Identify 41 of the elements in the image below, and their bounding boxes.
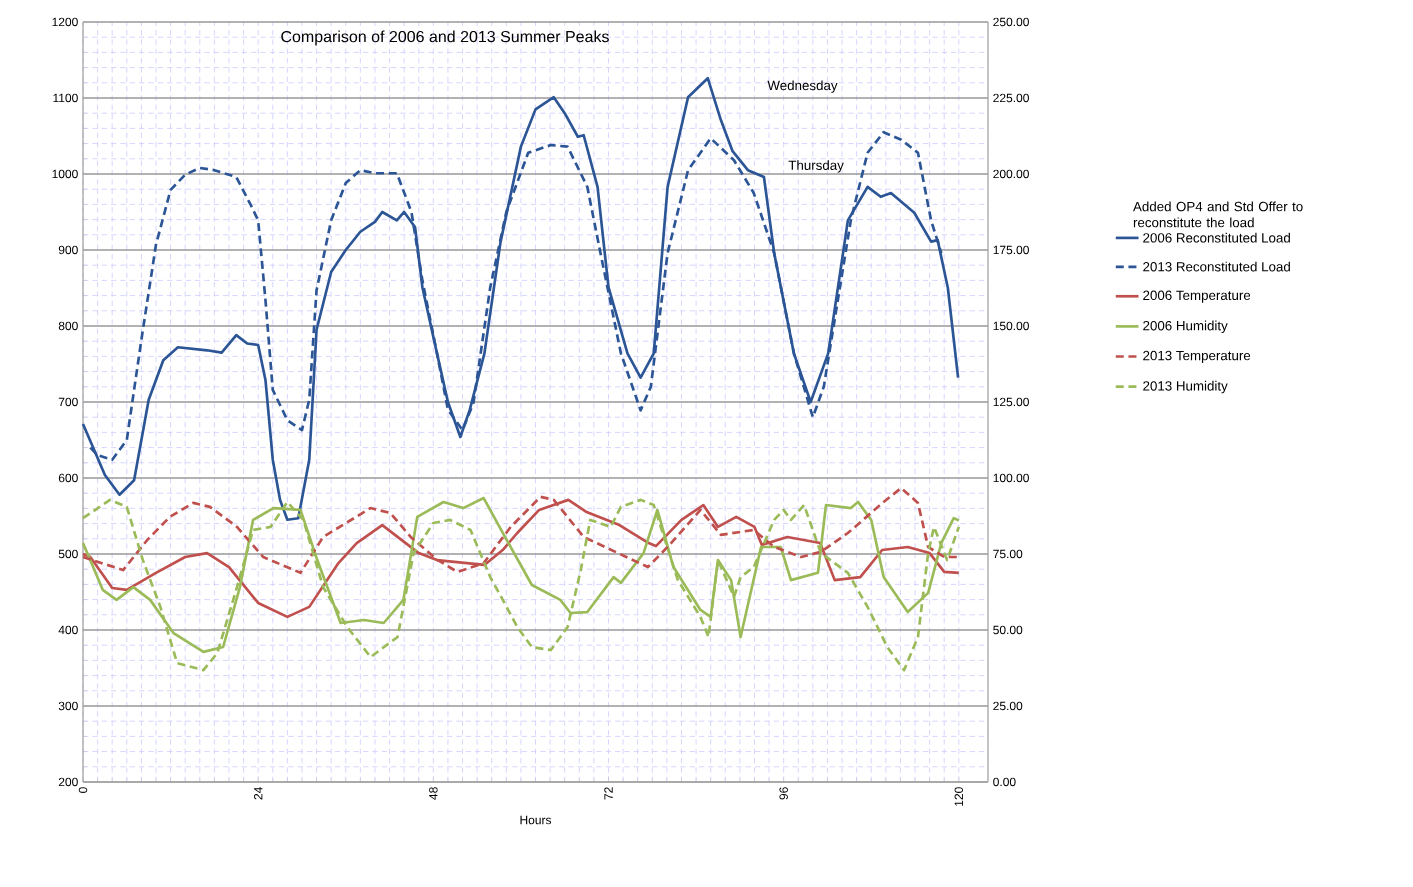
x-tick-label: 96 [779,787,788,800]
line-series [88,130,943,462]
legend-label: 2006 Reconstituted Load [1143,232,1290,243]
annotation: Thursday [788,160,844,173]
legend-label: 2013 Humidity [1143,380,1228,394]
y-tick-label: 500 [58,549,78,559]
y2-tick-label: 125.00 [993,397,1029,407]
x-tick-label: 24 [253,787,263,800]
line-series [81,76,960,522]
x-tick-label: 48 [429,787,438,800]
y-tick-label: 400 [58,625,78,635]
legend-label: 2006 Temperature [1143,290,1251,303]
legend-label: 2006 Humidity [1143,320,1228,334]
text: Added OP4 and Std Offer to reconstitute the load [1133,201,1303,228]
y2-tick-label: 150.00 [993,321,1029,331]
legend-label: 2013 Temperature [1143,350,1251,363]
y-tick-label: 300 [58,701,78,711]
y2-tick-label: 175.00 [993,245,1029,255]
y2-tick-label: 50.00 [993,625,1023,635]
y2-tick-label: 100.00 [993,473,1029,483]
y2-tick-label: 200.00 [993,169,1029,179]
y-tick-label: 1100 [53,93,78,103]
y-tick-label: 700 [58,397,78,407]
x-tick-label: 72 [604,787,613,800]
legend-label: 2013 Reconstituted Load [1143,261,1290,272]
y-tick-label: 200 [58,777,78,787]
y-tick-label: 1000 [52,169,78,179]
x-tick-label: 120 [954,787,964,806]
y-tick-label: 900 [58,245,78,255]
y2-tick-label: 225.00 [993,93,1029,103]
y2-tick-label: 0.00 [993,777,1016,787]
y-tick-label: 1200 [52,17,78,27]
chart-title: Comparison of 2006 and 2013 Summer Peaks [281,30,609,46]
y2-tick-label: 25.00 [993,701,1023,711]
y-tick-label: 800 [58,321,78,331]
y2-tick-label: 250.00 [993,17,1029,27]
y-tick-label: 600 [58,473,78,483]
y2-tick-label: 75.00 [993,549,1023,559]
x-tick-label: 0 [78,787,88,793]
annotation: Wednesday [767,80,838,93]
x-axis-title: Hours [520,815,552,825]
